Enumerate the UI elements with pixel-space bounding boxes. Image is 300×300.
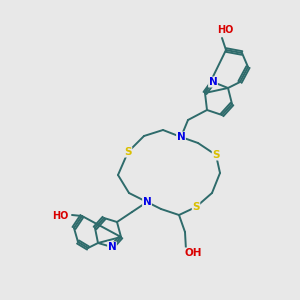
Text: S: S — [124, 147, 132, 157]
Text: N: N — [142, 197, 152, 207]
Text: OH: OH — [184, 248, 202, 258]
Text: S: S — [212, 150, 220, 160]
Text: N: N — [208, 77, 217, 87]
Text: N: N — [108, 242, 116, 252]
Text: N: N — [177, 132, 185, 142]
Text: S: S — [192, 202, 200, 212]
Text: HO: HO — [217, 25, 233, 35]
Text: HO: HO — [52, 211, 68, 221]
